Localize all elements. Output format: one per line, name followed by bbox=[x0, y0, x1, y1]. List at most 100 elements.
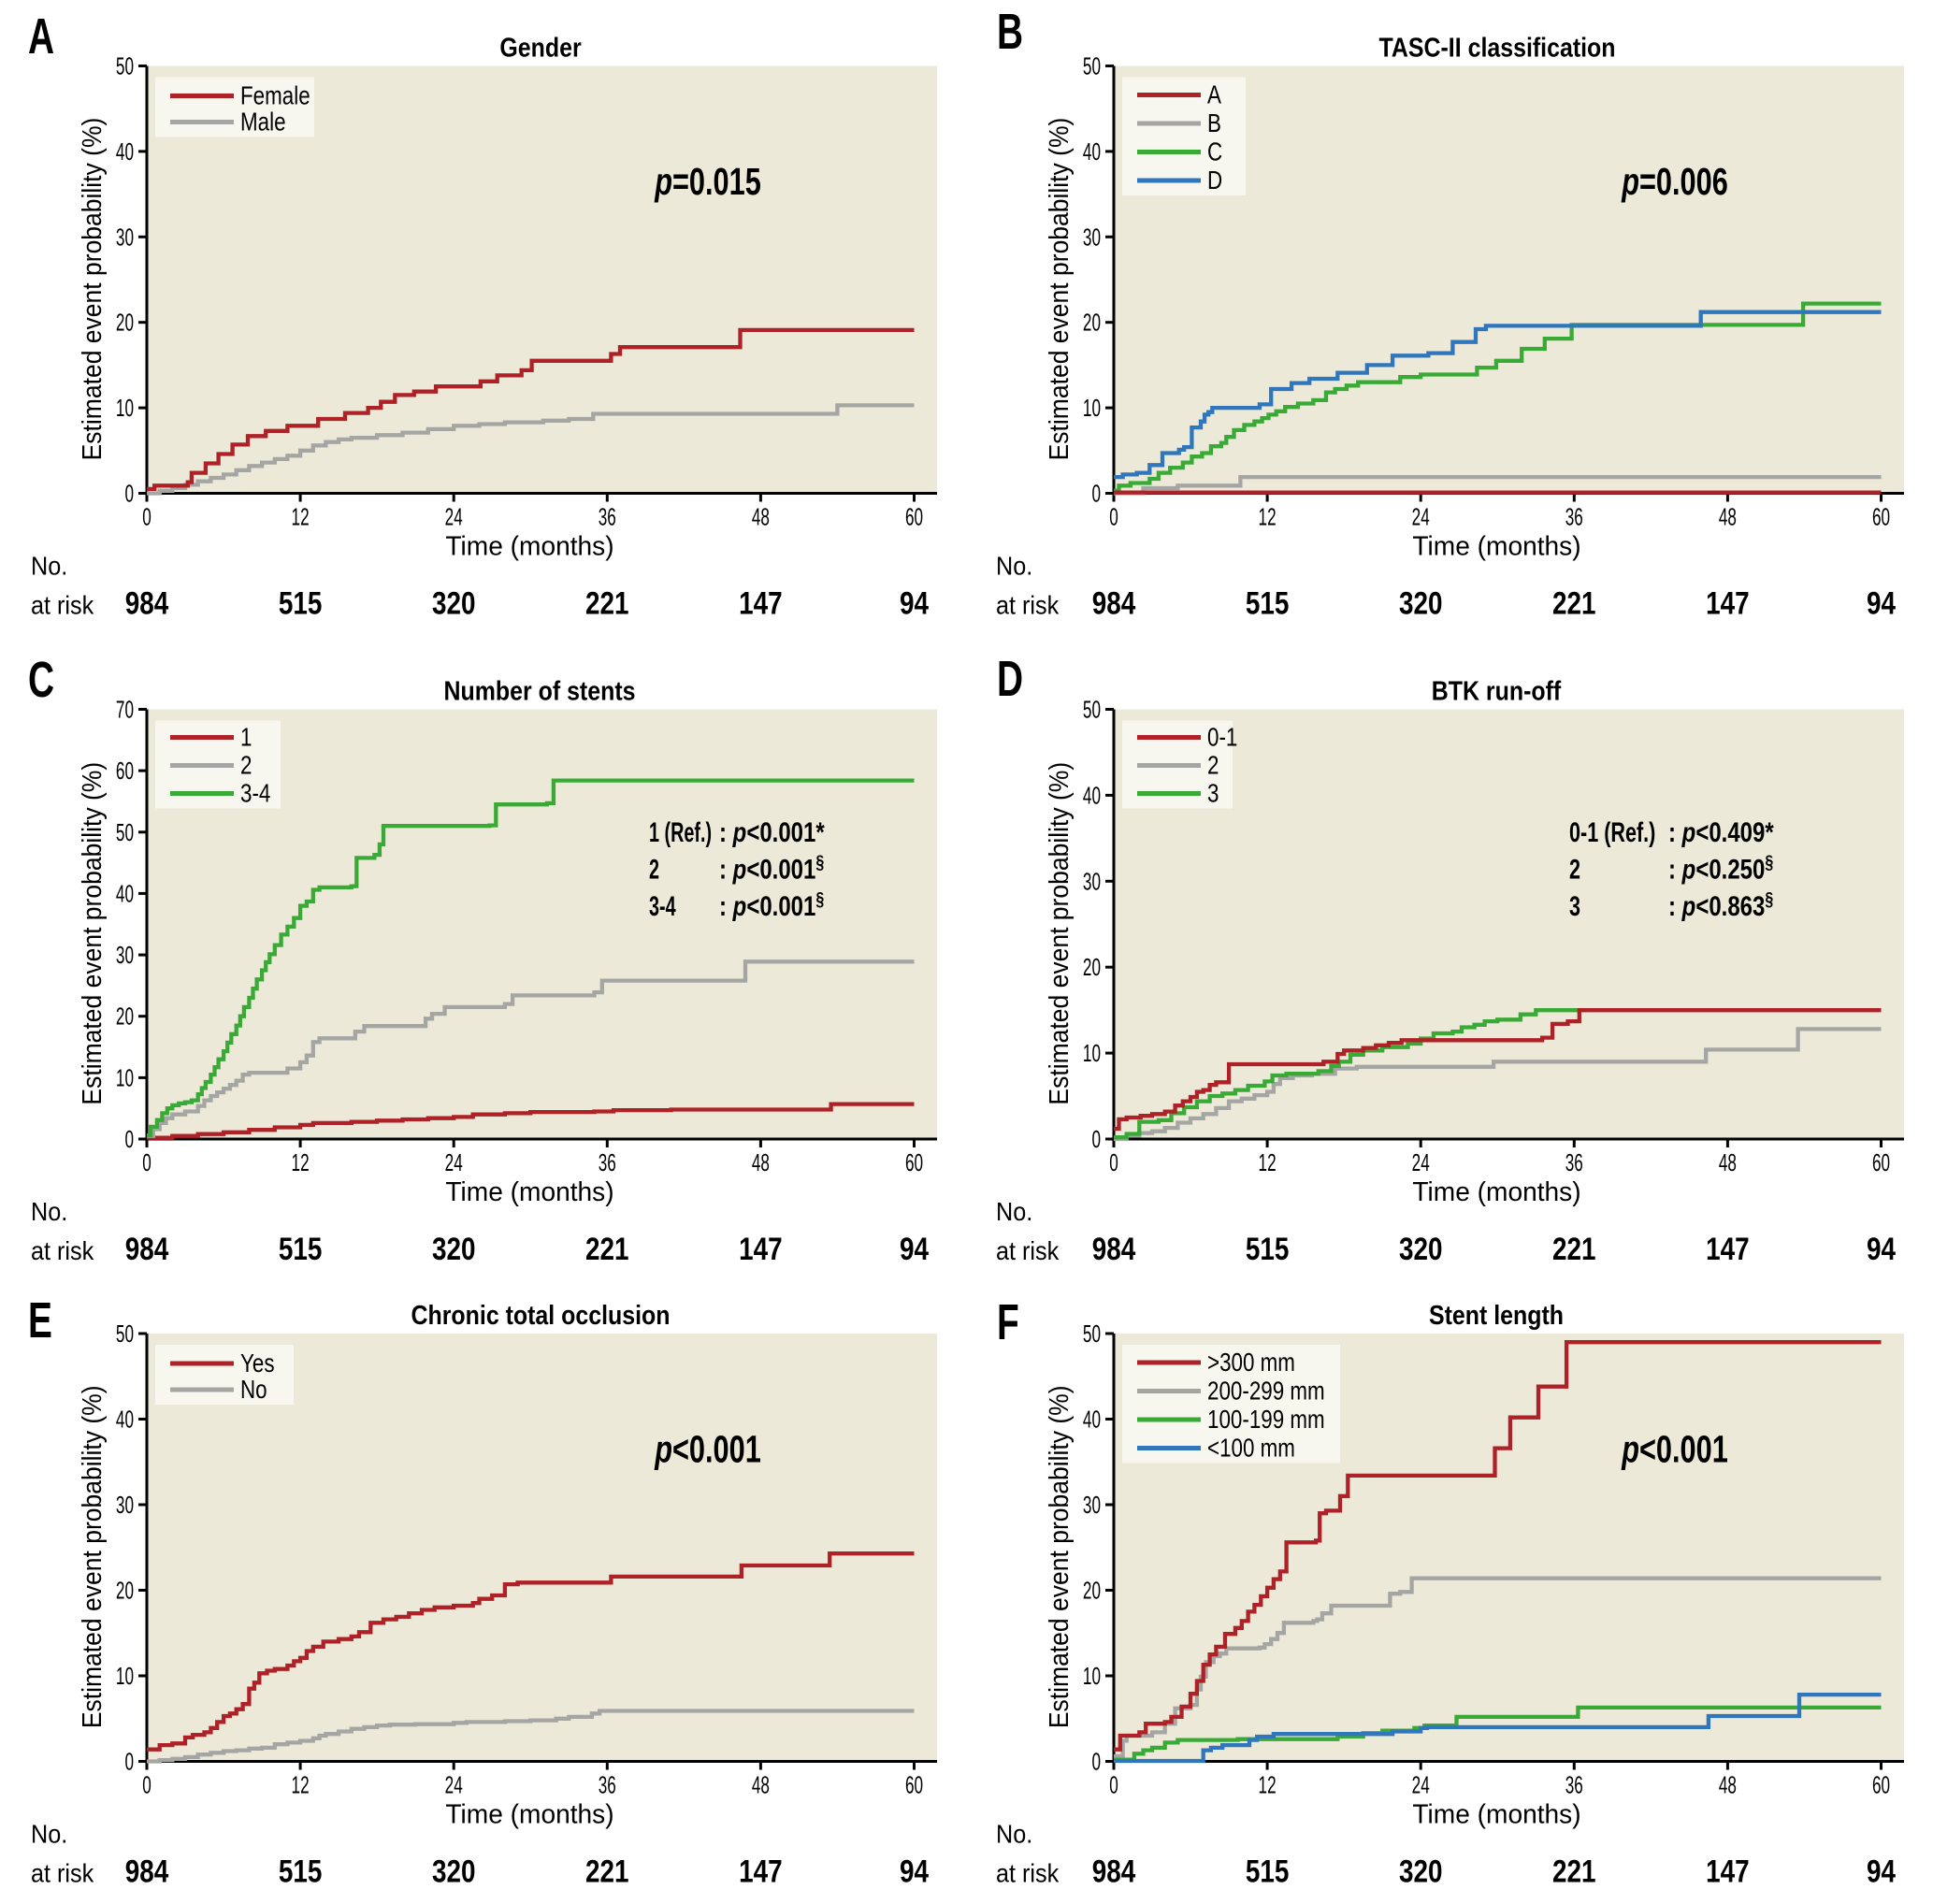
svg-text:B: B bbox=[997, 3, 1023, 60]
svg-text:Estimated event probability (%: Estimated event probability (%) bbox=[1044, 118, 1074, 461]
svg-text:2: 2 bbox=[1207, 751, 1219, 780]
svg-text:p<0.001: p<0.001 bbox=[1621, 1427, 1727, 1470]
svg-text:0: 0 bbox=[142, 1771, 151, 1799]
svg-text:50: 50 bbox=[116, 1320, 134, 1348]
svg-text:Time (months): Time (months) bbox=[445, 1799, 613, 1829]
svg-text:Estimated event probability (%: Estimated event probability (%) bbox=[1044, 762, 1074, 1105]
svg-text:40: 40 bbox=[116, 137, 134, 166]
svg-text:984: 984 bbox=[125, 1231, 169, 1266]
svg-text:Gender: Gender bbox=[499, 33, 582, 63]
svg-text:48: 48 bbox=[1719, 1148, 1737, 1176]
svg-text:0: 0 bbox=[142, 1148, 151, 1176]
svg-text:10: 10 bbox=[1083, 394, 1101, 422]
svg-text:48: 48 bbox=[1719, 503, 1737, 531]
svg-text:Estimated event probability (%: Estimated event probability (%) bbox=[77, 118, 107, 461]
svg-text:12: 12 bbox=[292, 503, 310, 531]
svg-text:10: 10 bbox=[1083, 1662, 1101, 1690]
svg-text:36: 36 bbox=[599, 1148, 616, 1176]
svg-text:20: 20 bbox=[116, 309, 134, 337]
svg-text:>300 mm: >300 mm bbox=[1207, 1349, 1295, 1378]
svg-text:515: 515 bbox=[1246, 1854, 1290, 1889]
svg-text:30: 30 bbox=[116, 1491, 134, 1519]
svg-text:30: 30 bbox=[1083, 868, 1101, 896]
svg-text:12: 12 bbox=[292, 1771, 310, 1799]
svg-text:48: 48 bbox=[752, 1148, 770, 1176]
svg-text:Number of stents: Number of stents bbox=[444, 676, 636, 706]
svg-text:94: 94 bbox=[900, 585, 930, 621]
svg-text:1: 1 bbox=[240, 723, 252, 752]
svg-text:60: 60 bbox=[905, 1771, 923, 1799]
svg-text:200-299 mm: 200-299 mm bbox=[1207, 1377, 1325, 1406]
svg-text:: p<0.001*: : p<0.001* bbox=[719, 815, 825, 847]
svg-text:515: 515 bbox=[1246, 1231, 1290, 1266]
svg-text:: p<0.863§: : p<0.863§ bbox=[1668, 888, 1773, 921]
svg-text:40: 40 bbox=[1083, 137, 1101, 166]
svg-text:Chronic total occlusion: Chronic total occlusion bbox=[411, 1300, 671, 1330]
svg-text:0-1 (Ref.): 0-1 (Ref.) bbox=[1569, 815, 1655, 847]
svg-text:60: 60 bbox=[905, 1148, 923, 1176]
svg-text:40: 40 bbox=[116, 880, 134, 908]
svg-text:10: 10 bbox=[1083, 1039, 1101, 1067]
svg-text:Time (months): Time (months) bbox=[1412, 531, 1580, 561]
svg-text:0: 0 bbox=[124, 1748, 134, 1776]
svg-text:p<0.001: p<0.001 bbox=[654, 1427, 760, 1470]
svg-text:48: 48 bbox=[752, 503, 770, 531]
svg-text:40: 40 bbox=[116, 1406, 134, 1434]
svg-text:30: 30 bbox=[1083, 224, 1101, 252]
svg-text:20: 20 bbox=[116, 1002, 134, 1031]
svg-text:221: 221 bbox=[1552, 1854, 1596, 1889]
svg-text:No.: No. bbox=[31, 1819, 67, 1849]
svg-text:Time (months): Time (months) bbox=[445, 1177, 613, 1207]
svg-text:24: 24 bbox=[445, 503, 463, 531]
svg-text:320: 320 bbox=[432, 1231, 476, 1266]
svg-text:515: 515 bbox=[1246, 585, 1290, 621]
svg-text:60: 60 bbox=[1872, 503, 1890, 531]
svg-text:D: D bbox=[1207, 166, 1222, 195]
svg-text:Time (months): Time (months) bbox=[445, 531, 613, 561]
svg-text:30: 30 bbox=[116, 941, 134, 969]
svg-text:at risk: at risk bbox=[996, 1858, 1060, 1888]
svg-text:at risk: at risk bbox=[31, 1236, 94, 1266]
svg-text:320: 320 bbox=[1399, 1854, 1443, 1889]
svg-text:24: 24 bbox=[1412, 503, 1430, 531]
svg-text:320: 320 bbox=[1399, 1231, 1443, 1266]
svg-text:20: 20 bbox=[1083, 1577, 1101, 1605]
svg-text:50: 50 bbox=[1083, 52, 1101, 80]
svg-text:221: 221 bbox=[585, 1854, 629, 1889]
svg-text:984: 984 bbox=[1092, 585, 1136, 621]
svg-text:36: 36 bbox=[1565, 1771, 1583, 1799]
svg-text:50: 50 bbox=[116, 818, 134, 846]
svg-text:320: 320 bbox=[432, 585, 476, 621]
svg-text:320: 320 bbox=[432, 1854, 476, 1889]
svg-text:221: 221 bbox=[1552, 1231, 1596, 1266]
svg-text:3-4: 3-4 bbox=[649, 891, 676, 922]
svg-text:70: 70 bbox=[116, 696, 134, 724]
svg-text:Time (months): Time (months) bbox=[1412, 1177, 1580, 1207]
svg-text:984: 984 bbox=[1092, 1231, 1136, 1266]
svg-text:147: 147 bbox=[739, 1231, 783, 1266]
svg-text:TASC-II classification: TASC-II classification bbox=[1378, 33, 1615, 63]
svg-text:3: 3 bbox=[1207, 779, 1219, 808]
svg-text:Yes: Yes bbox=[240, 1349, 275, 1378]
svg-text:2: 2 bbox=[649, 855, 659, 886]
svg-text:60: 60 bbox=[1872, 1148, 1890, 1176]
svg-text:984: 984 bbox=[125, 585, 169, 621]
svg-text:36: 36 bbox=[599, 1771, 616, 1799]
svg-text:40: 40 bbox=[1083, 1406, 1101, 1434]
svg-text:at risk: at risk bbox=[31, 1858, 94, 1888]
svg-text:Estimated event probability (%: Estimated event probability (%) bbox=[1044, 1385, 1074, 1728]
svg-text:C: C bbox=[1207, 137, 1222, 166]
svg-text:984: 984 bbox=[125, 1854, 169, 1889]
svg-text:60: 60 bbox=[116, 757, 134, 785]
svg-text:94: 94 bbox=[1867, 1854, 1897, 1889]
svg-text:94: 94 bbox=[1867, 1231, 1897, 1266]
svg-text:at risk: at risk bbox=[31, 590, 94, 620]
svg-text:12: 12 bbox=[1259, 1148, 1277, 1176]
svg-text:12: 12 bbox=[1259, 1771, 1277, 1799]
svg-text:10: 10 bbox=[116, 1064, 134, 1092]
svg-text:515: 515 bbox=[279, 1854, 323, 1889]
svg-text:BTK run-off: BTK run-off bbox=[1432, 676, 1562, 706]
svg-text:3: 3 bbox=[1569, 889, 1580, 921]
svg-text:12: 12 bbox=[1259, 503, 1277, 531]
svg-text:0: 0 bbox=[1091, 1748, 1101, 1776]
